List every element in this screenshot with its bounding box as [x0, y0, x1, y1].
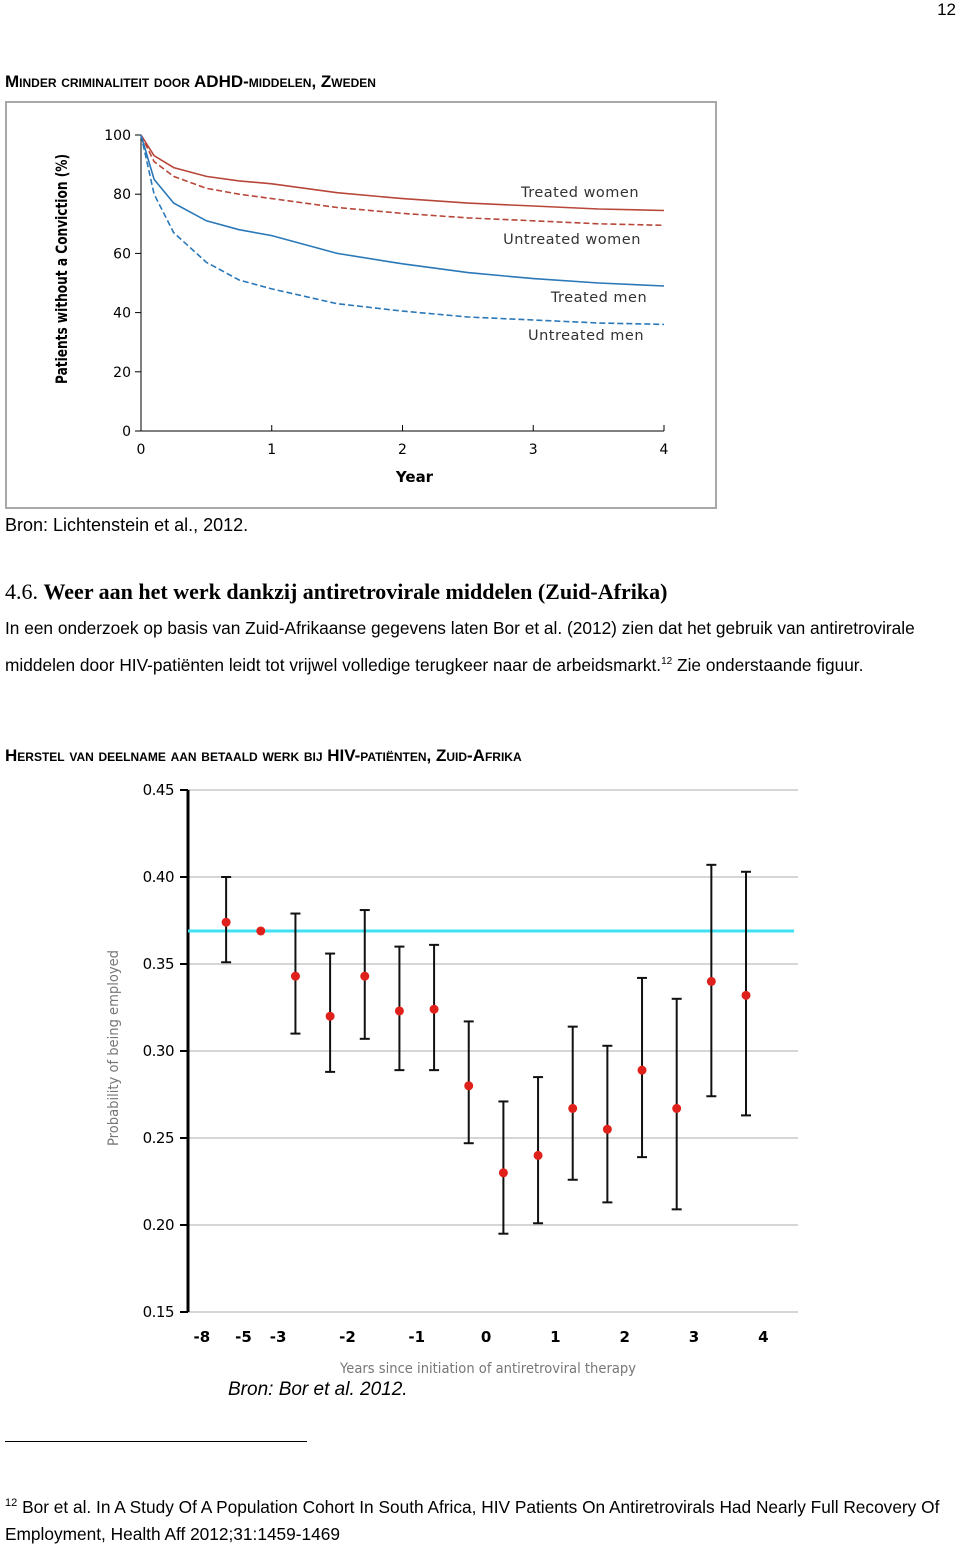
- x-tick-label: 0: [481, 1328, 491, 1346]
- x-axis-label: Years since initiation of antiretroviral…: [339, 1361, 636, 1377]
- series-line: [140, 134, 665, 227]
- x-tick-label: 3: [529, 442, 538, 458]
- x-tick-label: 3: [689, 1328, 699, 1346]
- series-line: [140, 134, 665, 287]
- data-point: [429, 1004, 439, 1014]
- y-axis-label: Probability of being employed: [106, 950, 122, 1146]
- x-tick-label: -8: [194, 1328, 211, 1346]
- x-tick-label: 4: [660, 442, 669, 458]
- y-tick-label: 0: [122, 424, 131, 440]
- data-point: [568, 1103, 578, 1113]
- paragraph: In een onderzoek op basis van Zuid-Afrik…: [5, 612, 950, 682]
- section-title: Weer aan het werk dankzij antiretroviral…: [43, 579, 668, 604]
- y-tick-label: 0.45: [143, 781, 174, 799]
- series-label: Treated women: [520, 185, 639, 201]
- data-point: [637, 1065, 647, 1075]
- y-tick-label: 40: [113, 306, 131, 322]
- footnote-ref: 12: [661, 656, 673, 667]
- series-label: Untreated women: [503, 232, 641, 248]
- series-label: Untreated men: [528, 328, 644, 344]
- figure-heading: Minder criminaliteit door ADHD-middelen,…: [5, 72, 376, 91]
- y-tick-label: 100: [104, 128, 131, 144]
- x-tick-label: -3: [270, 1328, 287, 1346]
- footnote-rule: [5, 1441, 307, 1442]
- y-tick-label: 0.20: [143, 1216, 174, 1234]
- x-tick-label: 0: [137, 442, 146, 458]
- section-number: 4.6.: [5, 579, 38, 604]
- source: Bron: Lichtenstein et al., 2012.: [5, 515, 249, 535]
- x-tick-label: 1: [550, 1328, 560, 1346]
- data-point: [360, 971, 370, 981]
- x-tick-label: 1: [267, 442, 276, 458]
- series-line: [140, 134, 665, 326]
- data-point: [221, 917, 231, 927]
- y-tick-label: 80: [113, 187, 131, 203]
- chart-frame: [5, 101, 717, 509]
- x-tick-label: -1: [408, 1328, 425, 1346]
- x-tick-label: -2: [339, 1328, 356, 1346]
- y-tick-label: 0.40: [143, 868, 174, 886]
- data-point: [672, 1103, 682, 1113]
- data-point: [290, 971, 300, 981]
- paragraph-text: Zie onderstaande figuur.: [677, 654, 864, 675]
- footnote-number: 12: [5, 1497, 18, 1509]
- x-tick-label: -5: [235, 1328, 252, 1346]
- y-tick-label: 0.30: [143, 1042, 174, 1060]
- data-point: [325, 1011, 335, 1021]
- x-tick-label: 2: [398, 442, 407, 458]
- x-tick-label: 2: [619, 1328, 629, 1346]
- x-tick-label: 4: [758, 1328, 768, 1346]
- data-point: [741, 990, 751, 1000]
- figure-heading: Herstel van deelname aan betaald werk bi…: [5, 746, 522, 765]
- conviction-chart: 0 20 40 60 80 100 0 1 2 3 4 Year Patients without a …: [5, 101, 717, 509]
- footnote-text: Bor et al. In A Study Of A Population Co…: [5, 1496, 940, 1544]
- y-tick-label: 0.15: [143, 1303, 174, 1321]
- data-point: [706, 976, 716, 986]
- data-point: [464, 1081, 474, 1091]
- y-tick-label: 0.35: [143, 955, 174, 973]
- y-axis-label: Patients without a Conviction (%): [52, 154, 71, 384]
- source: Bron: Bor et al. 2012.: [228, 1379, 408, 1400]
- data-point: [256, 926, 266, 936]
- data-point: [394, 1006, 404, 1016]
- paragraph-text: In een onderzoek op basis van Zuid-Afrik…: [5, 618, 915, 675]
- section-heading: 4.6. Weer aan het werk dankzij antiretro…: [5, 579, 667, 605]
- y-tick-label: 20: [113, 365, 131, 381]
- data-point: [533, 1150, 543, 1160]
- data-point: [498, 1168, 508, 1178]
- data-point: [602, 1124, 612, 1134]
- employment-chart: 0.15 0.20 0.25 0.30 0.35 0.40 0.45 -8 -5 -3 -2 -1 0 1…: [106, 781, 798, 1377]
- x-axis-label: Year: [395, 468, 434, 486]
- series-label: Treated men: [550, 290, 647, 306]
- series-line: [140, 134, 665, 212]
- page-number: 12: [937, 0, 956, 19]
- y-tick-label: 0.25: [143, 1129, 174, 1147]
- footnote: 12 Bor et al. In A Study Of A Population…: [5, 1490, 955, 1548]
- y-tick-label: 60: [113, 246, 131, 262]
